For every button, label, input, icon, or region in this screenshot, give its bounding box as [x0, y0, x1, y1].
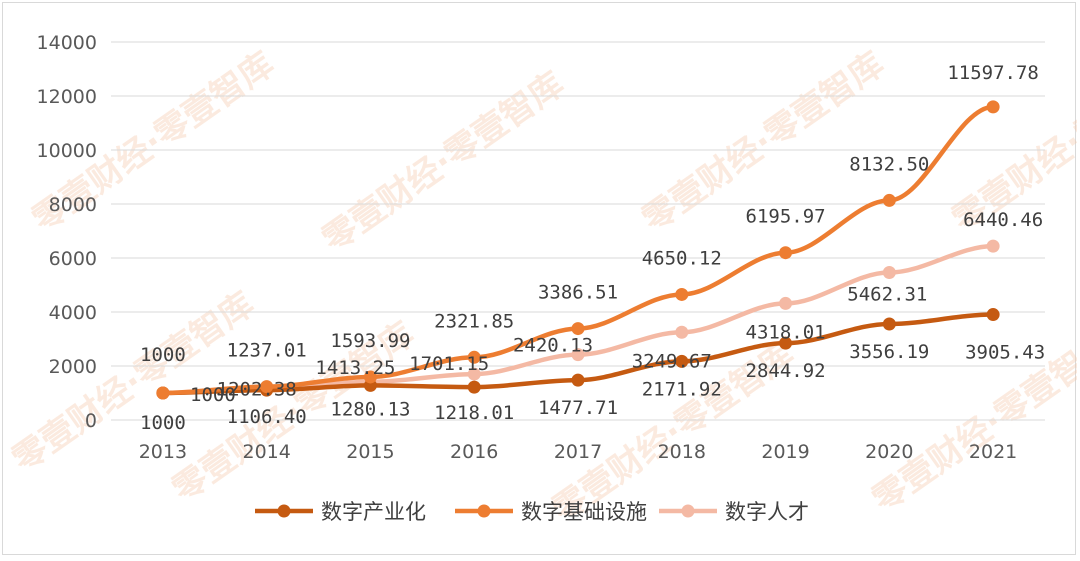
- data-label: 3905.43: [965, 342, 1045, 364]
- data-label: 8132.50: [849, 153, 929, 175]
- data-point: [675, 287, 689, 301]
- data-point: [882, 193, 896, 207]
- x-tick-label: 2015: [346, 441, 394, 463]
- y-tick-label: 12000: [37, 86, 97, 108]
- data-point: [156, 386, 170, 400]
- data-label: 1000: [140, 412, 186, 434]
- series-line: [160, 104, 996, 396]
- data-label: 1237.01: [227, 340, 307, 362]
- legend: 数字产业化 数字基础设施 数字人才: [255, 500, 809, 524]
- x-tick-label: 2021: [969, 441, 1017, 463]
- x-tick-label: 2016: [450, 441, 498, 463]
- data-label: 2171.92: [642, 378, 722, 400]
- series-line: [160, 243, 996, 396]
- data-label: 3556.19: [849, 341, 929, 363]
- data-label: 4318.01: [746, 321, 826, 343]
- data-label: 1593.99: [330, 330, 410, 352]
- data-label: 2420.13: [513, 335, 593, 357]
- data-label: 1280.13: [330, 398, 410, 420]
- y-tick-label: 4000: [49, 302, 97, 324]
- data-label: 4650.12: [642, 247, 722, 269]
- data-point: [675, 354, 689, 368]
- legend-swatch-marker: [277, 504, 291, 518]
- x-tick-label: 2013: [139, 441, 187, 463]
- legend-label: 数字基础设施: [521, 500, 647, 524]
- data-point: [779, 246, 793, 260]
- line-chart: 零壹财经·零壹智库 零壹财经·零壹智库 零壹财经·零壹智库 零壹财经·零壹智库零壹财经…: [5, 32, 1080, 530]
- data-label: 1477.71: [538, 397, 618, 419]
- series-2: [156, 100, 1000, 400]
- x-tick-label: 2020: [865, 441, 913, 463]
- data-point: [986, 239, 1000, 253]
- data-label: 6195.97: [746, 206, 826, 228]
- data-point: [986, 100, 1000, 114]
- y-tick-label: 8000: [49, 194, 97, 216]
- gridlines: 0 2000 4000 6000 8000 10000 12000 14000: [37, 32, 1045, 432]
- y-tick-label: 14000: [37, 32, 97, 54]
- data-label: 11597.78: [947, 62, 1039, 84]
- data-point: [779, 336, 793, 350]
- data-label: 1202.38: [217, 379, 297, 401]
- legend-swatch-marker: [681, 504, 695, 518]
- x-axis: 2013 2014 2015 2016 2017 2018 2019 2020 2021: [139, 441, 1018, 463]
- legend-swatch-marker: [477, 504, 491, 518]
- data-point: [363, 370, 377, 384]
- x-tick-label: 2017: [554, 441, 602, 463]
- data-point: [882, 317, 896, 331]
- data-point: [467, 367, 481, 381]
- data-label: 1000: [190, 384, 236, 406]
- data-point: [882, 266, 896, 280]
- data-label: 3249.67: [632, 350, 712, 372]
- data-point: [675, 325, 689, 339]
- data-label: 1218.01: [434, 402, 514, 424]
- data-point: [571, 373, 585, 387]
- y-tick-label: 2000: [49, 356, 97, 378]
- y-tick-label: 0: [85, 410, 97, 432]
- x-tick-label: 2014: [242, 441, 290, 463]
- data-label: 2844.92: [746, 360, 826, 382]
- data-label: 3386.51: [538, 282, 618, 304]
- data-labels-series-2: 1000 1237.01 1593.99 2321.85 3386.51 4650.12 6…: [140, 62, 1039, 366]
- data-point: [571, 322, 585, 336]
- data-point: [467, 380, 481, 394]
- data-labels-series-1: 1000 1106.40 1280.13 1218.01 1477.712171.922…: [140, 341, 1045, 434]
- data-label: 1106.40: [227, 406, 307, 428]
- legend-label: 数字产业化: [321, 500, 426, 524]
- data-point: [779, 296, 793, 310]
- x-tick-label: 2019: [761, 441, 809, 463]
- data-label: 1701.15: [409, 353, 489, 375]
- data-point: [986, 308, 1000, 322]
- legend-label: 数字人才: [725, 500, 809, 524]
- y-tick-label: 10000: [37, 140, 97, 162]
- data-label: 2321.85: [434, 310, 514, 332]
- y-tick-label: 6000: [49, 248, 97, 270]
- data-point: [571, 348, 585, 362]
- data-label: 1000: [140, 344, 186, 366]
- x-tick-label: 2018: [658, 441, 706, 463]
- data-label: 6440.46: [963, 209, 1043, 231]
- watermark-text: 零壹财经·零壹智库: [315, 64, 571, 260]
- data-point: [467, 350, 481, 364]
- data-label: 1413.25: [315, 357, 395, 379]
- data-point: [260, 380, 274, 394]
- data-label: 5462.31: [847, 284, 927, 306]
